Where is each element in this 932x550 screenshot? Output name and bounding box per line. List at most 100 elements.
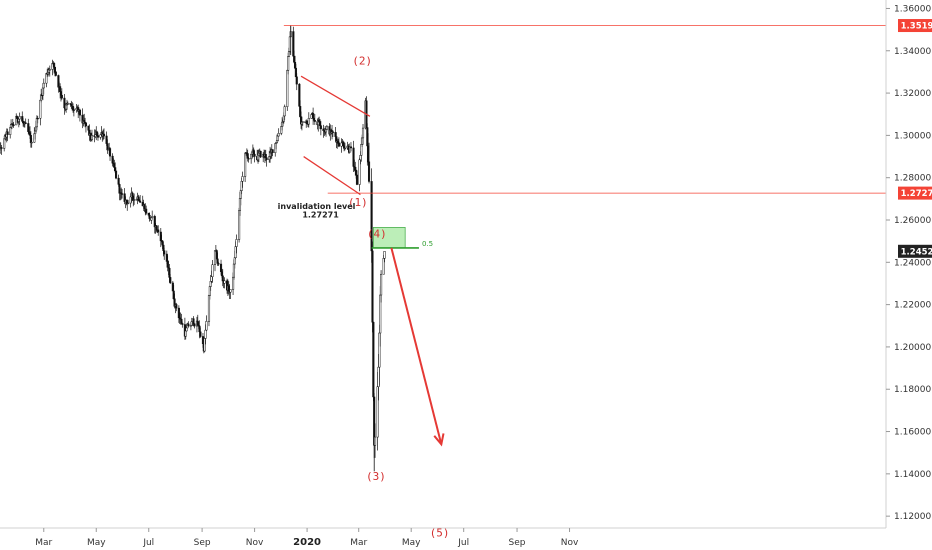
candle-body [72, 109, 75, 111]
candle-body [163, 250, 166, 255]
candle-body [127, 202, 130, 205]
invalidation-note-value: 1.27271 [302, 210, 339, 219]
invalidation-note-title: invalidation level [278, 202, 356, 211]
candle-body [264, 154, 267, 158]
wave-label: (4) [367, 228, 387, 241]
candle-body [247, 158, 250, 160]
candle-body [48, 69, 51, 71]
candle-body [54, 71, 57, 76]
candle-body [319, 125, 322, 130]
price-tick-label: 1.20000 [894, 343, 931, 353]
candle-body [18, 116, 21, 120]
price-tag-box [898, 244, 932, 258]
price-tag-label: 1.24521 [901, 247, 932, 257]
candle-body [3, 138, 6, 149]
candle-body [108, 148, 112, 157]
candle-body [36, 117, 39, 120]
candles [0, 25, 386, 472]
candle-body [187, 323, 190, 327]
candle-body [169, 277, 172, 284]
candle-body [90, 135, 94, 140]
candle-body [42, 82, 45, 89]
projection-arrow-head [433, 433, 445, 447]
candle-body [313, 120, 316, 122]
price-tag-box [898, 19, 932, 33]
time-tick-label: 2020 [293, 537, 321, 548]
candle-body [39, 99, 42, 119]
candle-body [211, 264, 214, 277]
price-tick-label: 1.22000 [894, 301, 931, 311]
price-tick-label: 1.36000 [894, 4, 931, 14]
candle-body [131, 192, 134, 197]
candle-body [139, 200, 142, 203]
price-tick-label: 1.12000 [894, 512, 931, 522]
candle-body [205, 321, 208, 331]
candle-body [229, 289, 232, 293]
candle-body [204, 329, 207, 339]
candle-body [133, 199, 136, 201]
candle-body [223, 280, 226, 284]
candle-body [213, 250, 217, 265]
wave-label: (1) [348, 196, 368, 209]
candle-body [349, 146, 353, 149]
candle-body [331, 131, 334, 133]
candle-body [84, 122, 87, 127]
candle-body [301, 121, 304, 123]
candle-body [361, 127, 365, 139]
price-tick-label: 1.32000 [894, 89, 931, 99]
candle-body [307, 118, 310, 125]
candle-body [265, 157, 268, 160]
candle-body [59, 86, 62, 92]
projection-arrow-line [390, 247, 443, 445]
time-tick-label: May [87, 538, 106, 548]
channel-upper-line [300, 75, 371, 117]
price-tick-label: 1.30000 [894, 131, 931, 141]
candle-body [181, 323, 184, 325]
candle-body [78, 109, 81, 116]
candle-body [102, 133, 106, 137]
candle-body [383, 251, 386, 259]
candle-body [312, 113, 315, 119]
time-tick-label: Nov [561, 538, 579, 548]
candle-body [340, 142, 343, 147]
candle-body [244, 153, 247, 177]
candle-body [175, 304, 178, 309]
wave-label: (2) [352, 54, 372, 67]
candle-body [276, 135, 279, 141]
candle-body [259, 150, 262, 158]
price-tick-label: 1.16000 [894, 428, 931, 438]
candle-body [53, 66, 57, 73]
price-tag-box [898, 186, 932, 200]
candle-body [325, 126, 328, 130]
candle-body [121, 193, 124, 195]
candle-body [184, 330, 187, 337]
candle-body [337, 142, 340, 147]
time-tick-label: Jul [457, 538, 469, 548]
price-tick-label: 1.28000 [894, 174, 931, 184]
candle-body [271, 149, 274, 153]
drawings: 0.5 (2) (1) (4) (3) (5) invalidation level1.27… [278, 25, 886, 539]
candle-body [53, 62, 56, 68]
fib-level-label: 0.5 [422, 240, 433, 248]
candle-body [354, 166, 357, 171]
candle-body [66, 103, 69, 105]
candle-body [355, 174, 359, 185]
price-tick-label: 1.14000 [894, 470, 931, 480]
time-tick-label: Nov [246, 538, 264, 548]
candle-body [277, 133, 280, 137]
candle-body [185, 327, 188, 332]
price-tick-label: 1.34000 [894, 47, 931, 57]
candle-body [151, 216, 154, 218]
candle-body [283, 106, 286, 117]
candle-body [380, 273, 383, 296]
candle-body [193, 323, 196, 327]
candle-body [371, 250, 374, 323]
candle-body [114, 167, 117, 172]
channel-lower-line [303, 155, 361, 196]
price-tag-label: 1.35193 [901, 22, 932, 32]
candle-body [60, 94, 63, 99]
candle-body [367, 161, 371, 182]
